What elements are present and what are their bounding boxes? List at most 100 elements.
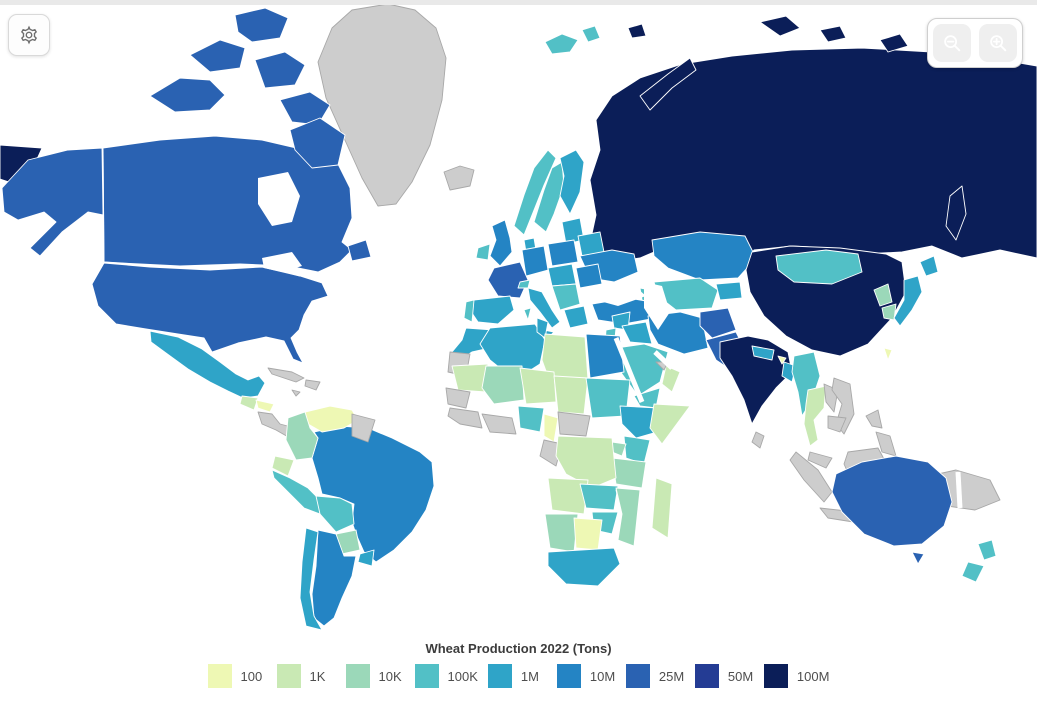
country-west-africa[interactable]: West Africa xyxy=(447,407,483,429)
country-iceland[interactable]: Iceland xyxy=(443,165,475,191)
country-oman[interactable]: Oman xyxy=(661,365,681,393)
country-south-korea[interactable]: South Korea xyxy=(881,303,897,321)
country-west-africa[interactable]: West Africa xyxy=(481,413,517,435)
country-portugal[interactable]: Portugal xyxy=(463,299,475,323)
country-bolivia[interactable]: Bolivia xyxy=(315,495,355,533)
country-switzerland[interactable]: Switzerland xyxy=(517,279,531,289)
country-guatemala[interactable]: Guatemala xyxy=(239,395,259,411)
country-colombia[interactable]: Colombia xyxy=(285,411,319,461)
country-uganda[interactable]: Uganda xyxy=(611,441,627,457)
country-germany[interactable]: Germany xyxy=(521,245,549,277)
country-zambia[interactable]: Zambia xyxy=(579,483,619,511)
country-canada[interactable]: Canada xyxy=(254,51,306,89)
country-ecuador[interactable]: Ecuador xyxy=(271,455,295,477)
country-arctic-islands-ru[interactable]: Russia (Arctic Islands) xyxy=(627,23,647,39)
country-peru[interactable]: Peru xyxy=(271,469,321,515)
country-philippines[interactable]: Philippines xyxy=(865,409,883,429)
country-balkans[interactable]: Balkans xyxy=(551,283,581,311)
country-japan[interactable]: Japan xyxy=(893,275,923,327)
country-arctic-islands-ru[interactable]: Russia (Arctic Islands) xyxy=(879,33,909,53)
country-arctic-islands-ru[interactable]: Russia (Arctic Islands) xyxy=(819,25,847,43)
country-sri-lanka[interactable]: Sri Lanka xyxy=(751,431,765,449)
country-angola[interactable]: Angola xyxy=(547,477,589,515)
country-united-kingdom[interactable]: United Kingdom xyxy=(489,219,513,267)
country-afghanistan[interactable]: Afghanistan xyxy=(699,307,737,339)
country-thailand[interactable]: Thailand xyxy=(803,385,827,447)
country-australia[interactable]: Australia xyxy=(831,455,953,547)
country-poland[interactable]: Poland xyxy=(547,239,579,267)
country-mexico[interactable]: Mexico xyxy=(149,330,266,399)
country-north-korea[interactable]: North Korea xyxy=(873,283,893,307)
country-cameroon[interactable]: Cameroon xyxy=(543,413,559,443)
country-chile[interactable]: Chile xyxy=(299,527,323,631)
country-usa[interactable]: United States xyxy=(91,262,329,364)
country-ireland[interactable]: Ireland xyxy=(475,243,491,261)
country-russia[interactable]: Russia xyxy=(587,47,1037,263)
country-nigeria[interactable]: Nigeria xyxy=(517,405,545,433)
country-nepal[interactable]: Nepal xyxy=(751,345,775,361)
country-madagascar[interactable]: Madagascar xyxy=(651,477,673,539)
country-niger[interactable]: Niger xyxy=(519,367,557,405)
country-venezuela[interactable]: Venezuela xyxy=(304,405,359,433)
country-cambodia[interactable]: Cambodia xyxy=(827,415,847,433)
country-namibia[interactable]: Namibia xyxy=(544,513,579,553)
zoom-out-button[interactable] xyxy=(933,24,971,62)
country-mozambique[interactable]: Mozambique xyxy=(615,487,641,547)
country-kazakhstan[interactable]: Kazakhstan xyxy=(651,231,757,281)
country-argentina[interactable]: Argentina xyxy=(311,529,357,627)
country-tasmania[interactable]: Australia (Tasmania) xyxy=(911,551,925,565)
country-jamaica[interactable]: Jamaica xyxy=(291,389,301,397)
world-map[interactable]: RussiaRussia (Chukotka)Russia (Novaya Ze… xyxy=(0,0,1037,645)
country-canada[interactable]: Canada xyxy=(279,91,331,126)
country-canada[interactable]: Canada xyxy=(149,77,226,113)
country-cuba[interactable]: Cuba xyxy=(267,367,305,383)
country-sumatra[interactable]: Indonesia (Sumatra) xyxy=(789,451,833,503)
country-arctic-islands-ru[interactable]: Russia (Arctic Islands) xyxy=(759,15,801,37)
country-canada[interactable]: Canada xyxy=(289,117,346,169)
country-honduras[interactable]: Honduras xyxy=(255,399,275,413)
country-sardinia[interactable]: Italy (Sardinia) xyxy=(523,307,532,321)
country-svalbard[interactable]: Svalbard xyxy=(544,33,579,55)
country-novaya-zemlya[interactable]: Russia (Novaya Zemlya) xyxy=(639,57,697,111)
country-uruguay[interactable]: Uruguay xyxy=(357,549,375,567)
country-greece[interactable]: Greece xyxy=(563,305,589,329)
country-new-zealand[interactable]: New Zealand xyxy=(977,539,997,561)
country-hispaniola[interactable]: Hispaniola xyxy=(304,379,321,391)
country-brazil[interactable]: Brazil xyxy=(311,425,435,563)
country-kyrgyzstan[interactable]: Kyrgyzstan / Tajikistan xyxy=(715,281,743,301)
country-spain[interactable]: Spain xyxy=(469,295,515,325)
country-guyanas[interactable]: Guyana / Suriname xyxy=(351,413,376,443)
country-norway[interactable]: Norway xyxy=(513,149,557,236)
country-south-africa[interactable]: South Africa xyxy=(547,547,621,587)
country-india[interactable]: India xyxy=(719,335,793,425)
country-mali[interactable]: Mali xyxy=(481,365,525,405)
country-tanzania[interactable]: Tanzania xyxy=(611,457,647,489)
country-egypt[interactable]: Egypt xyxy=(585,333,625,379)
country-botswana[interactable]: Botswana xyxy=(573,517,603,551)
country-canada[interactable]: Canada xyxy=(189,39,246,73)
country-canada[interactable]: Canada xyxy=(234,7,289,43)
country-france[interactable]: France xyxy=(487,261,529,299)
country-somalia[interactable]: Somalia xyxy=(649,403,691,445)
country-romania[interactable]: Romania xyxy=(575,263,603,289)
country-bhutan[interactable]: Bhutan xyxy=(777,355,787,365)
country-alaska[interactable]: United States (Alaska) xyxy=(1,147,104,257)
country-finland[interactable]: Finland xyxy=(559,149,585,215)
country-sweden[interactable]: Sweden xyxy=(533,161,565,233)
country-italy[interactable]: Italy xyxy=(527,287,561,329)
country-japan[interactable]: Japan xyxy=(919,255,939,277)
settings-button[interactable] xyxy=(8,14,50,56)
zoom-in-button[interactable] xyxy=(979,24,1017,62)
country-new-zealand[interactable]: New Zealand xyxy=(961,561,985,583)
country-mongolia[interactable]: Mongolia xyxy=(775,249,863,285)
country-newfoundland[interactable]: Canada (Newfoundland) xyxy=(347,239,372,262)
country-sakhalin[interactable]: Russia (Sakhalin) xyxy=(945,185,967,241)
country-taiwan[interactable]: Taiwan xyxy=(883,347,893,361)
country-iraq[interactable]: Iraq xyxy=(621,321,653,345)
country-west-africa[interactable]: West Africa xyxy=(445,387,471,409)
country-svalbard[interactable]: Svalbard xyxy=(581,25,601,43)
country-malaysia[interactable]: Malaysia xyxy=(807,451,833,469)
country-central-europe[interactable]: Czechia / Austria / Hungary xyxy=(547,263,577,287)
country-car[interactable]: Central African Republic xyxy=(557,411,591,437)
country-chad[interactable]: Chad xyxy=(553,375,589,415)
